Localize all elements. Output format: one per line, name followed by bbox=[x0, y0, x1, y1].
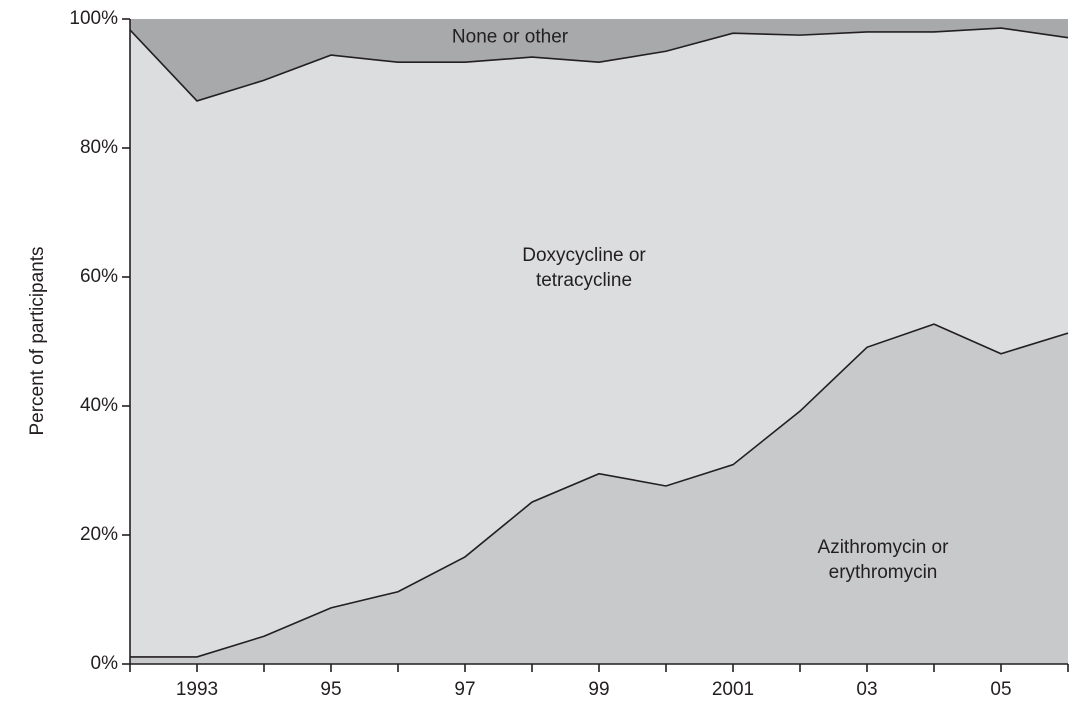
series-label: Azithromycin or erythromycin bbox=[817, 537, 949, 583]
y-tick-label: 80% bbox=[80, 137, 118, 158]
y-tick-label: 100% bbox=[69, 8, 118, 29]
y-tick-label: 20% bbox=[80, 524, 118, 545]
x-tick-label: 03 bbox=[856, 679, 877, 700]
x-tick-label: 97 bbox=[454, 679, 475, 700]
series-label: None or other bbox=[451, 26, 569, 48]
y-axis-label: Percent of participants bbox=[27, 246, 48, 435]
area bbox=[130, 324, 1068, 664]
x-tick-label: 99 bbox=[588, 679, 609, 700]
y-tick-label: 0% bbox=[91, 653, 119, 674]
x-tick-label: 05 bbox=[990, 679, 1011, 700]
area bbox=[130, 28, 1068, 657]
area bbox=[130, 19, 1068, 101]
y-tick-label: 60% bbox=[80, 266, 118, 287]
boundary-line bbox=[130, 323, 1069, 658]
series-label: Doxycycline or tetracycline bbox=[522, 245, 646, 291]
y-tick-label: 40% bbox=[80, 395, 118, 416]
x-tick-label: 2001 bbox=[712, 679, 754, 700]
x-tick-label: 1993 bbox=[176, 679, 218, 700]
x-tick-label: 95 bbox=[320, 679, 341, 700]
boundary-line bbox=[129, 27, 1069, 102]
